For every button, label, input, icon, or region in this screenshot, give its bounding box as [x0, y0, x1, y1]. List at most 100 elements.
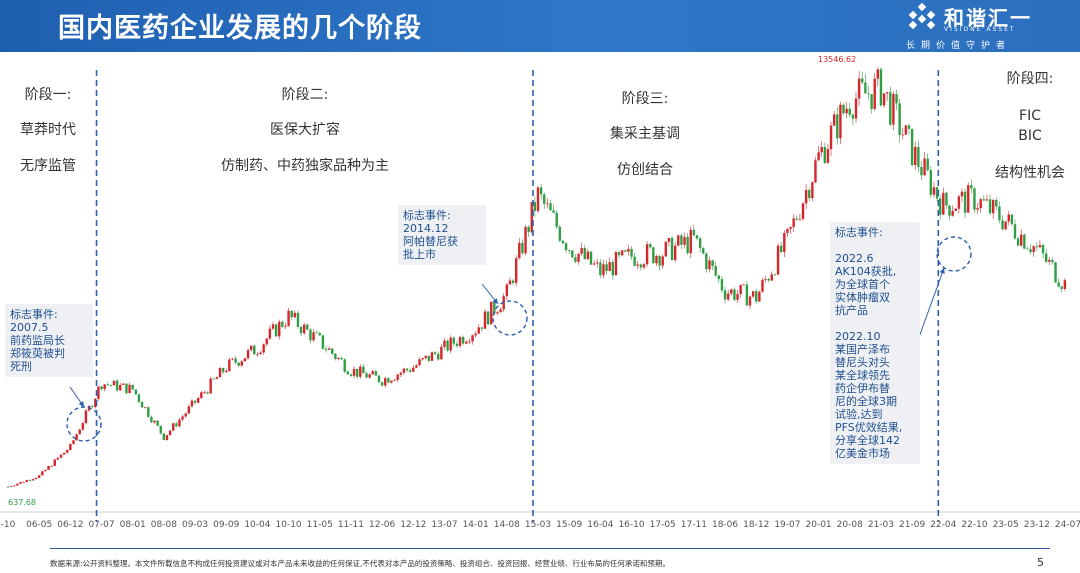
- candle-body: [505, 284, 509, 297]
- candle-body: [433, 352, 437, 354]
- candle-body: [814, 160, 817, 183]
- x-tick-label: 18-06: [712, 520, 738, 530]
- x-tick-label: 17-05: [650, 520, 676, 530]
- candle-body: [225, 370, 228, 373]
- candle-body: [923, 158, 926, 176]
- candle-body: [1048, 259, 1051, 262]
- candle-body: [56, 457, 60, 460]
- candle-body: [991, 200, 995, 214]
- candle-body: [580, 248, 583, 254]
- stage-1: 阶段一: 草莽时代 无序监管: [8, 87, 88, 194]
- event-box-1: 标志事件: 2007.5 前药监局长 郑筱萸被判 死刑: [5, 304, 93, 377]
- event-box-3: 标志事件: 2022.6 AK104获批, 为全球首个 实体肿瘤双 抗产品 20…: [830, 222, 920, 464]
- candle-body: [583, 248, 586, 260]
- candle-body: [493, 301, 496, 314]
- candle-body: [739, 284, 742, 295]
- candle-body: [948, 205, 951, 216]
- candle-body: [69, 443, 72, 451]
- candle-body: [910, 128, 914, 166]
- candle-body: [564, 243, 568, 251]
- candle-body: [246, 350, 250, 359]
- x-tick-label: 09-09: [213, 520, 239, 530]
- candle-body: [408, 370, 412, 372]
- candle-body: [942, 192, 945, 215]
- candle-body: [181, 416, 184, 420]
- candle-body: [589, 251, 593, 265]
- candle-body: [605, 264, 608, 272]
- candle-body: [147, 407, 150, 417]
- x-tick-label: 21-03: [868, 520, 894, 530]
- candle-body: [920, 166, 923, 176]
- x-tick-label: 08-01: [120, 520, 146, 530]
- candle-body: [90, 406, 94, 408]
- candle-body: [596, 262, 599, 264]
- candle-body: [112, 380, 116, 386]
- candle-body: [857, 78, 861, 99]
- candle-body: [209, 378, 212, 394]
- candle-body: [321, 335, 325, 349]
- candle-body: [1060, 286, 1063, 289]
- event-3-line: 某国产泽布: [835, 343, 890, 356]
- candle-body: [882, 93, 886, 106]
- event-highlight-circle: [492, 300, 528, 336]
- page-number: 5: [1037, 556, 1044, 569]
- footer-divider: [50, 548, 1050, 549]
- candle-body: [19, 481, 22, 484]
- candle-body: [976, 208, 979, 210]
- x-tick-label: 22-04: [930, 520, 956, 530]
- candle-body: [284, 325, 287, 327]
- candle-body: [402, 368, 406, 373]
- event-1-line: 死刑: [10, 360, 32, 373]
- candle-body: [627, 248, 630, 252]
- candle-body: [705, 253, 708, 270]
- x-tick-label: 20-01: [806, 520, 832, 530]
- x-tick-label: 22-10: [961, 520, 987, 530]
- candle-body: [957, 196, 961, 209]
- candle-body: [259, 352, 262, 354]
- candle-body: [963, 191, 967, 213]
- candle-body: [988, 199, 992, 214]
- candle-body: [399, 372, 403, 375]
- candle-body: [1020, 234, 1023, 246]
- x-tick-label: 16-10: [618, 520, 644, 530]
- candle-body: [228, 359, 231, 371]
- candle-body: [374, 371, 378, 376]
- event-1-line: 前药监局长: [10, 334, 65, 347]
- candle-body: [839, 104, 842, 139]
- candle-body: [1057, 282, 1060, 287]
- candle-body: [726, 293, 730, 300]
- candle-body: [630, 248, 633, 257]
- candle-body: [405, 368, 409, 371]
- logo-name: 和谐汇一: [944, 6, 1032, 30]
- candle-body: [75, 434, 78, 441]
- candle-body: [449, 337, 452, 351]
- candle-body: [159, 425, 162, 434]
- candle-body: [477, 327, 480, 334]
- event-3-line: 标志事件:: [835, 226, 883, 239]
- candle-body: [530, 202, 533, 233]
- candle-body: [125, 383, 128, 394]
- candle-body: [661, 256, 664, 266]
- candle-body: [1044, 253, 1048, 262]
- candle-body: [539, 187, 543, 195]
- candle-body: [327, 348, 331, 350]
- logo-slogan: 长期价值守护者: [906, 41, 1012, 51]
- event-3-line: 药企伊布替: [835, 382, 890, 395]
- candle-body: [652, 247, 655, 264]
- candle-body: [418, 359, 421, 366]
- event-pointer-arrowhead: [492, 298, 498, 304]
- candle-body: [514, 258, 518, 283]
- event-3-line: AK104获批,: [835, 265, 897, 278]
- candle-body: [599, 262, 602, 276]
- candle-body: [1001, 220, 1004, 230]
- candle-body: [733, 289, 736, 300]
- candle-body: [655, 255, 658, 264]
- candle-body: [22, 481, 25, 483]
- candle-body: [415, 365, 418, 368]
- candle-body: [115, 380, 119, 391]
- candle-body: [764, 279, 767, 280]
- candle-body: [134, 389, 138, 395]
- candle-body: [452, 337, 456, 344]
- candle-body: [951, 210, 954, 216]
- candle-body: [748, 296, 752, 306]
